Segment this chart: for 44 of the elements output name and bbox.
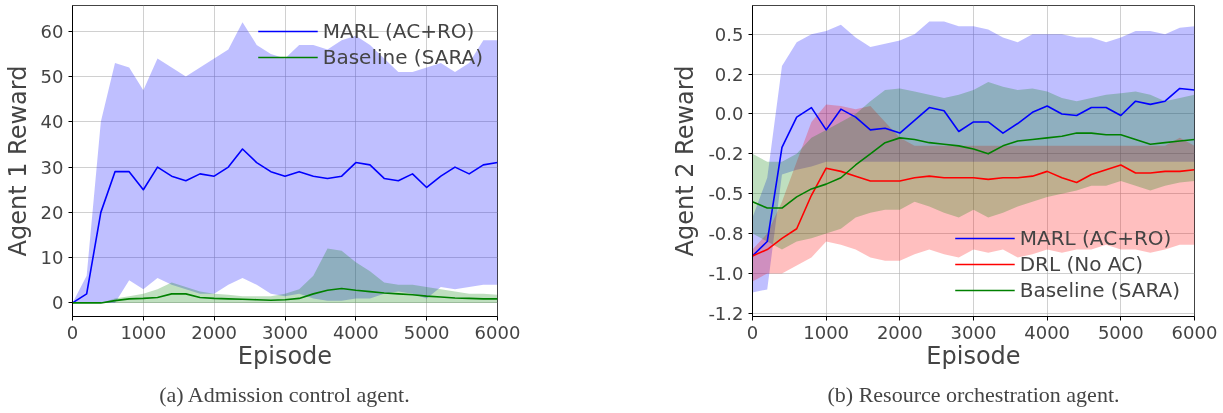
y-tick-label: 20: [40, 201, 64, 223]
y-tick-label: -0.2: [708, 143, 744, 165]
x-tick-label: 0: [746, 321, 759, 343]
y-axis-title: Agent 2 Reward: [671, 65, 700, 257]
y-axis-title: Agent 1 Reward: [3, 65, 32, 257]
y-tick-label: 50: [40, 66, 64, 88]
x-axis-title: Episode: [237, 341, 333, 370]
x-tick-label: 1000: [120, 321, 167, 343]
y-tick-label: 40: [40, 111, 64, 133]
legend-label: MARL (AC+RO): [322, 19, 475, 43]
y-tick-label: -1.2: [708, 302, 744, 324]
line-series: [752, 164, 1195, 257]
x-tick-label: 5000: [1097, 321, 1144, 343]
y-tick-label: 30: [40, 156, 64, 178]
x-tick-label: 3000: [950, 321, 997, 343]
y-tick-label: -0.8: [708, 223, 744, 245]
x-tick-label: 4000: [332, 321, 379, 343]
y-tick-label: 0.2: [714, 63, 744, 85]
y-tick-label: 10: [40, 247, 64, 269]
x-tick-label: 1000: [803, 321, 850, 343]
y-tick-label: 0.0: [714, 103, 744, 125]
x-tick-label: 2000: [876, 321, 923, 343]
x-tick-label: 4000: [1024, 321, 1071, 343]
x-tick-label: 0: [66, 321, 79, 343]
x-axis-title: Episode: [926, 341, 1021, 370]
y-tick-label: 0.5: [714, 23, 744, 45]
legend-label: DRL (No AC): [1019, 252, 1143, 276]
text: (a) Admission control agent.: [159, 381, 410, 407]
line-series: [72, 148, 498, 304]
y-tick-label: 60: [40, 20, 64, 42]
text: (b) Resource orchestration agent.: [827, 381, 1120, 407]
x-tick-label: 6000: [1171, 321, 1218, 343]
x-tick-label: 5000: [403, 321, 450, 343]
y-tick-label: -0.5: [708, 183, 744, 205]
x-tick-label: 2000: [191, 321, 238, 343]
y-tick-label: -1.0: [708, 262, 744, 284]
x-tick-label: 6000: [474, 321, 521, 343]
legend-label: Baseline (SARA): [322, 45, 483, 69]
x-tick-label: 3000: [262, 321, 308, 343]
y-tick-label: 0: [52, 292, 64, 314]
line-series: [752, 132, 1195, 209]
line-series: [72, 287, 498, 304]
legend-label: MARL (AC+RO): [1019, 226, 1172, 250]
legend-label: Baseline (SARA): [1019, 278, 1180, 302]
